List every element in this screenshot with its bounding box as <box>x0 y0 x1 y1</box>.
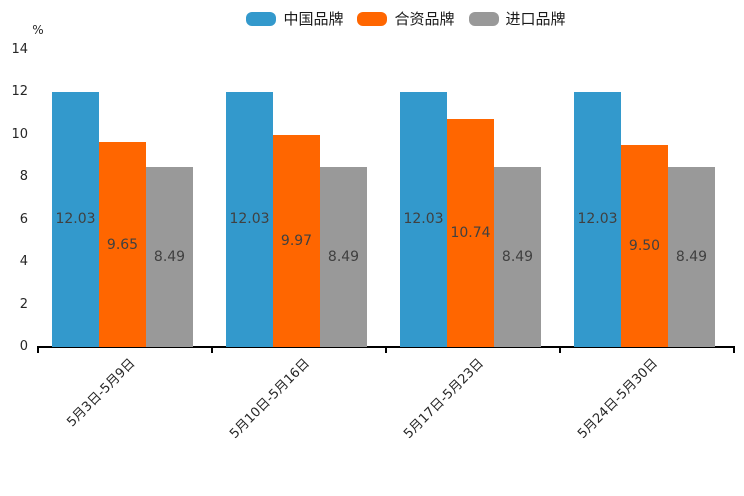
bar-value-label: 12.03 <box>229 211 270 228</box>
bar-value-label: 8.49 <box>501 248 534 265</box>
x-tick-label: 5月17日-5月23日 <box>400 356 487 442</box>
x-axis-tick <box>211 348 213 353</box>
legend-label-import: 进口品牌 <box>505 10 566 28</box>
y-tick-label-6: 6 <box>19 211 28 227</box>
x-axis-tick <box>733 348 735 353</box>
bar-value-label: 8.49 <box>153 248 186 265</box>
bar-joint-venture: 9.50 <box>621 145 668 347</box>
bar-value-label: 9.97 <box>280 233 313 250</box>
bar-value-label: 9.65 <box>106 236 139 253</box>
y-tick-label-10: 10 <box>11 126 28 142</box>
chart-legend: 中国品牌 合资品牌 进口品牌 <box>34 8 744 30</box>
x-tick-label: 5月24日-5月30日 <box>574 356 661 442</box>
y-tick-label-2: 2 <box>19 296 28 312</box>
legend-marker-china-swatch-icon <box>246 12 277 26</box>
bar-joint-venture: 9.97 <box>273 135 320 347</box>
y-tick-label-12: 12 <box>11 84 28 100</box>
bar-china: 12.03 <box>400 91 447 347</box>
legend-marker-import-swatch-icon <box>468 12 499 26</box>
bar-china: 12.03 <box>52 91 99 347</box>
bar-value-label: 8.49 <box>327 248 360 265</box>
x-axis-line <box>37 346 735 348</box>
y-tick-label-14: 14 <box>11 42 28 57</box>
bar-value-label: 12.03 <box>403 211 444 228</box>
y-axis-unit-label: % <box>32 23 44 37</box>
legend-item-china: 中国品牌 <box>246 11 343 27</box>
legend-label-joint-venture: 合资品牌 <box>394 10 455 28</box>
bar-import: 8.49 <box>146 166 193 347</box>
bar-joint-venture: 10.74 <box>447 119 494 347</box>
bar-value-label: 12.03 <box>55 211 96 228</box>
bar-import: 8.49 <box>320 166 367 347</box>
legend-item-import: 进口品牌 <box>468 10 566 28</box>
x-axis-tick <box>559 348 561 353</box>
y-tick-label-0: 0 <box>19 339 28 354</box>
bar-value-label: 8.49 <box>675 248 708 265</box>
x-tick-label: 5月3日-5月9日 <box>64 356 139 431</box>
y-tick-label-8: 8 <box>19 169 28 185</box>
legend-item-joint-venture: 合资品牌 <box>357 10 455 28</box>
x-tick-label: 5月10日-5月16日 <box>226 356 313 442</box>
bar-import: 8.49 <box>494 166 541 347</box>
legend-label-china: 中国品牌 <box>283 10 344 28</box>
bar-value-label: 10.74 <box>450 225 491 242</box>
x-axis-tick <box>385 348 387 353</box>
x-axis-tick <box>37 348 39 353</box>
bar-import: 8.49 <box>668 166 715 347</box>
bar-value-label: 12.03 <box>577 211 618 228</box>
y-tick-label-4: 4 <box>19 254 28 270</box>
bar-value-label: 9.50 <box>628 238 661 255</box>
legend-marker-joint-venture-swatch-icon <box>357 12 388 26</box>
bar-china: 12.03 <box>226 91 273 347</box>
bar-joint-venture: 9.65 <box>99 142 146 347</box>
bar-china: 12.03 <box>574 91 621 347</box>
